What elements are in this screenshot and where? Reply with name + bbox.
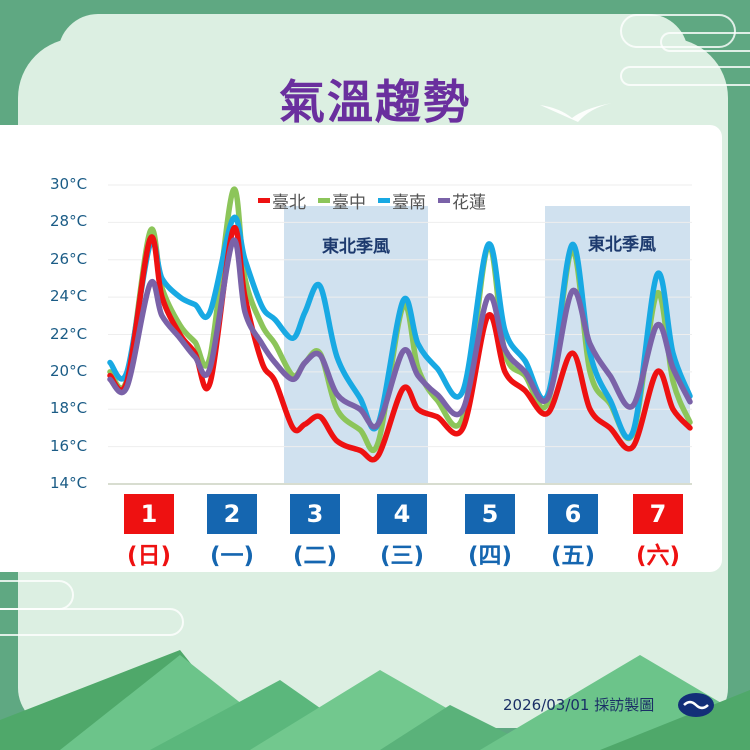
day-label: 7 (六) (628, 494, 688, 570)
day-label: 4 (三) (372, 494, 432, 570)
footer-credit: 2026/03/01 採訪製圖 (503, 696, 655, 714)
day-weekday: (日) (126, 543, 172, 569)
monsoon-annotation-1: 東北季風 (322, 237, 390, 257)
y-tick-label: 16°C (50, 436, 88, 455)
y-tick-label: 14°C (50, 474, 88, 492)
day-label: 2 (一) (202, 494, 262, 570)
monsoon-band (284, 206, 428, 484)
y-tick-label: 18°C (50, 399, 88, 418)
legend-item-tainan: 臺南 (378, 188, 426, 213)
series-line-hualien (107, 237, 693, 430)
legend-item-hualien: 花蓮 (438, 188, 486, 213)
legend-swatch (438, 198, 450, 203)
day-number-box: 7 (633, 494, 683, 534)
day-label: 6 (五) (543, 494, 603, 570)
y-tick-label: 30°C (50, 175, 88, 193)
chart-legend: 臺北 臺中 臺南 花蓮 (258, 188, 486, 213)
y-tick-label: 26°C (50, 249, 88, 268)
day-label: 5 (四) (460, 494, 520, 570)
day-number-box: 2 (207, 494, 257, 534)
y-tick-label: 20°C (50, 361, 88, 380)
legend-label: 花蓮 (452, 193, 486, 213)
monsoon-annotation-2: 東北季風 (588, 235, 656, 255)
legend-label: 臺中 (332, 193, 366, 213)
day-number-box: 1 (124, 494, 174, 534)
agency-logo-icon (678, 693, 714, 717)
y-tick-label: 24°C (50, 287, 88, 306)
decorative-cloud-line (0, 608, 184, 636)
legend-swatch (378, 198, 390, 203)
day-weekday: (一) (209, 543, 255, 569)
legend-swatch (258, 198, 270, 203)
day-number-box: 3 (290, 494, 340, 534)
day-weekday: (五) (550, 543, 596, 569)
page-title: 氣溫趨勢 (279, 75, 471, 129)
y-tick-label: 28°C (50, 212, 88, 231)
day-weekday: (三) (379, 543, 425, 569)
legend-swatch (318, 198, 330, 203)
day-number-box: 6 (548, 494, 598, 534)
day-label: 1 (日) (119, 494, 179, 570)
day-weekday: (六) (635, 543, 681, 569)
day-weekday: (四) (467, 543, 513, 569)
decorative-cloud-line (620, 66, 750, 86)
legend-item-taichung: 臺中 (318, 188, 366, 213)
legend-label: 臺北 (272, 193, 306, 213)
y-tick-label: 22°C (50, 324, 88, 343)
day-weekday: (二) (292, 543, 338, 569)
day-label: 3 (二) (285, 494, 345, 570)
legend-item-taipei: 臺北 (258, 188, 306, 213)
legend-label: 臺南 (392, 193, 426, 213)
series-line-tainan (107, 214, 693, 441)
day-number-box: 5 (465, 494, 515, 534)
decorative-cloud-line (660, 32, 750, 52)
day-number-box: 4 (377, 494, 427, 534)
